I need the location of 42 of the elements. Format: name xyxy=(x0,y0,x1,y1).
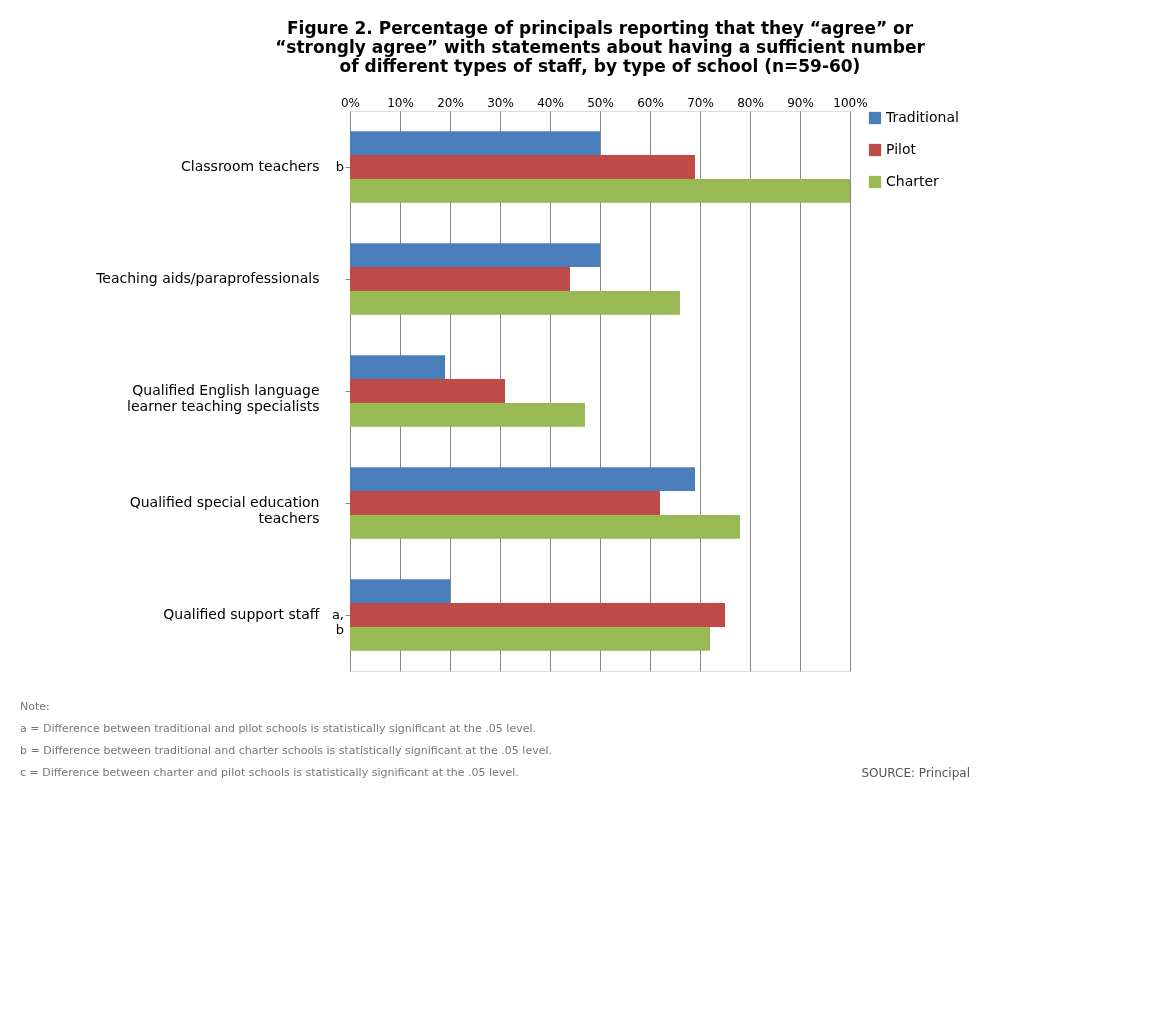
x-tick-label: 20% xyxy=(437,95,464,110)
text: b = Difference between traditional and charter schools is statistically significant at the .05 level. xyxy=(20,744,552,757)
bar xyxy=(350,178,850,203)
y-tick-label: Classroom teachers xyxy=(181,158,320,174)
text: b xyxy=(335,159,344,174)
x-tick-label: 30% xyxy=(487,95,514,110)
bar xyxy=(350,355,445,380)
bar xyxy=(350,579,450,604)
text: a = Difference between traditional and pilot schools is statistically significant at the .05 level. xyxy=(20,722,537,735)
chart-title: Figure 2. Percentage of principals reporting that they “agree” or “strongly agree” with statements about having a sufficient number of different types of staff, by type of school (n=59-60) xyxy=(275,18,926,76)
y-tick-label: Qualified English language learner teaching specialists xyxy=(127,382,320,414)
bar xyxy=(350,290,680,315)
source-note: SOURCE: Principal xyxy=(861,766,970,780)
bar xyxy=(350,131,600,156)
text: c = Difference between charter and pilot schools is statistically significant at the .05 level. xyxy=(20,766,519,779)
bar xyxy=(350,379,505,403)
bar xyxy=(350,402,585,427)
y-tick-label: Teaching aids/paraprofessionals xyxy=(95,270,320,286)
text: a, b xyxy=(331,607,344,637)
bar xyxy=(350,491,660,515)
x-tick-label: 50% xyxy=(587,95,614,110)
x-tick-label: 70% xyxy=(687,95,714,110)
bar xyxy=(350,243,600,268)
x-tick-label: 40% xyxy=(537,95,564,110)
bar xyxy=(350,603,725,627)
x-tick-label: 100% xyxy=(833,95,868,110)
bar xyxy=(350,155,695,179)
x-tick-label: 0% xyxy=(340,95,361,110)
legend-label: Charter xyxy=(886,173,940,189)
bar xyxy=(350,267,570,291)
bar xyxy=(350,467,695,492)
y-tick-label: Qualified special education teachers xyxy=(129,494,320,526)
y-tick-label: Qualified support staff xyxy=(163,606,320,622)
bar xyxy=(350,626,710,651)
legend-label: Pilot xyxy=(886,141,917,157)
x-tick-label: 80% xyxy=(737,95,764,110)
text: Note: xyxy=(20,700,50,713)
x-tick-label: 60% xyxy=(637,95,664,110)
x-tick-label: 90% xyxy=(787,95,814,110)
x-tick-label: 10% xyxy=(387,95,414,110)
legend-label: Traditional xyxy=(885,109,959,125)
bar xyxy=(350,514,740,539)
